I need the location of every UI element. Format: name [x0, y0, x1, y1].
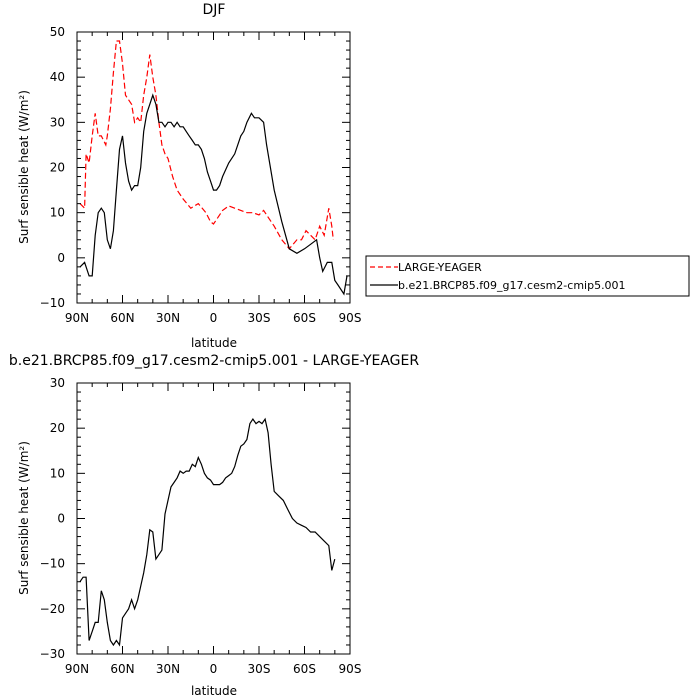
top-panel-y-axis-label: Surf sensible heat (W/m²): [17, 90, 31, 244]
legend: LARGE-YEAGER b.e21.BRCP85.f09_g17.cesm2-…: [365, 255, 690, 297]
bottom-panel-x-tick-label: 30S: [248, 662, 271, 676]
top-panel-x-tick-label: 30S: [248, 311, 271, 325]
bottom-panel-y-tick-label: −10: [40, 557, 65, 571]
bottom-panel-y-tick-label: 10: [50, 466, 65, 480]
top-panel-y-tick-label: 20: [50, 161, 65, 175]
bottom-panel-x-tick-label: 90S: [339, 662, 362, 676]
bottom-panel-frame: [76, 382, 351, 655]
bottom-panel-y-tick-label: −30: [40, 647, 65, 661]
top-panel-x-tick-label: 90N: [65, 311, 89, 325]
bottom-panel-y-tick-label: 30: [50, 376, 65, 390]
bottom-panel-x-tick-label: 30N: [156, 662, 180, 676]
bottom-panel-x-axis: 90N 60N 30N 0 30S 60S 90S: [65, 383, 362, 676]
top-panel-x-tick-label: 0: [210, 311, 218, 325]
legend-box: [365, 255, 690, 297]
bottom-panel-x-tick-label: 90N: [65, 662, 89, 676]
top-panel-y-tick-label: 0: [57, 251, 65, 265]
bottom-panel-series-line-0: [79, 417, 336, 647]
bottom-panel-x-tick-label: 60N: [110, 662, 134, 676]
top-panel-y-tick-label: 40: [50, 70, 65, 84]
top-panel-y-tick-label: 50: [50, 25, 65, 39]
top-panel-x-axis: 90N 60N 30N 0 30S 60S 90S: [65, 32, 362, 325]
bottom-panel-title: b.e21.BRCP85.f09_g17.cesm2-cmip5.001 - L…: [9, 353, 420, 369]
top-panel-x-tick-label: 90S: [339, 311, 362, 325]
top-panel-x-tick-label: 60S: [293, 311, 316, 325]
bottom-panel-series: [79, 417, 336, 647]
bottom-panel-y-tick-label: 0: [57, 512, 65, 526]
legend-label-cesm2: b.e21.BRCP85.f09_g17.cesm2-cmip5.001: [398, 279, 626, 292]
top-panel-series: [79, 40, 348, 296]
bottom-panel-y-axis-label: Surf sensible heat (W/m²): [17, 441, 31, 595]
top-panel-y-tick-label: −10: [40, 296, 65, 310]
top-panel-series-line-0: [79, 40, 334, 250]
bottom-panel-y-tick-label: −20: [40, 602, 65, 616]
legend-label-large-yeager: LARGE-YEAGER: [398, 261, 482, 274]
top-panel-x-tick-label: 60N: [110, 311, 134, 325]
top-panel-y-tick-label: 30: [50, 115, 65, 129]
top-panel-y-tick-label: 10: [50, 206, 65, 220]
top-panel-series-line-1: [79, 93, 348, 296]
top-panel-x-axis-label: latitude: [191, 336, 237, 350]
top-panel-title: DJF: [203, 2, 226, 18]
bottom-panel-x-tick-label: 0: [210, 662, 218, 676]
top-panel-y-axis: −10 0 10 20 30 40 50: [40, 25, 350, 310]
top-panel-x-tick-label: 30N: [156, 311, 180, 325]
bottom-panel-x-axis-label: latitude: [191, 684, 237, 698]
bottom-panel: b.e21.BRCP85.f09_g17.cesm2-cmip5.001 - L…: [9, 353, 420, 698]
top-panel: DJF 90N 60N 30N 0 30S 60S 90S −10 0 10 20 30 40 50 l…: [17, 2, 361, 350]
bottom-panel-y-tick-label: 20: [50, 421, 65, 435]
bottom-panel-x-tick-label: 60S: [293, 662, 316, 676]
bottom-panel-y-axis: −30 −20 −10 0 10 20 30: [40, 376, 350, 661]
